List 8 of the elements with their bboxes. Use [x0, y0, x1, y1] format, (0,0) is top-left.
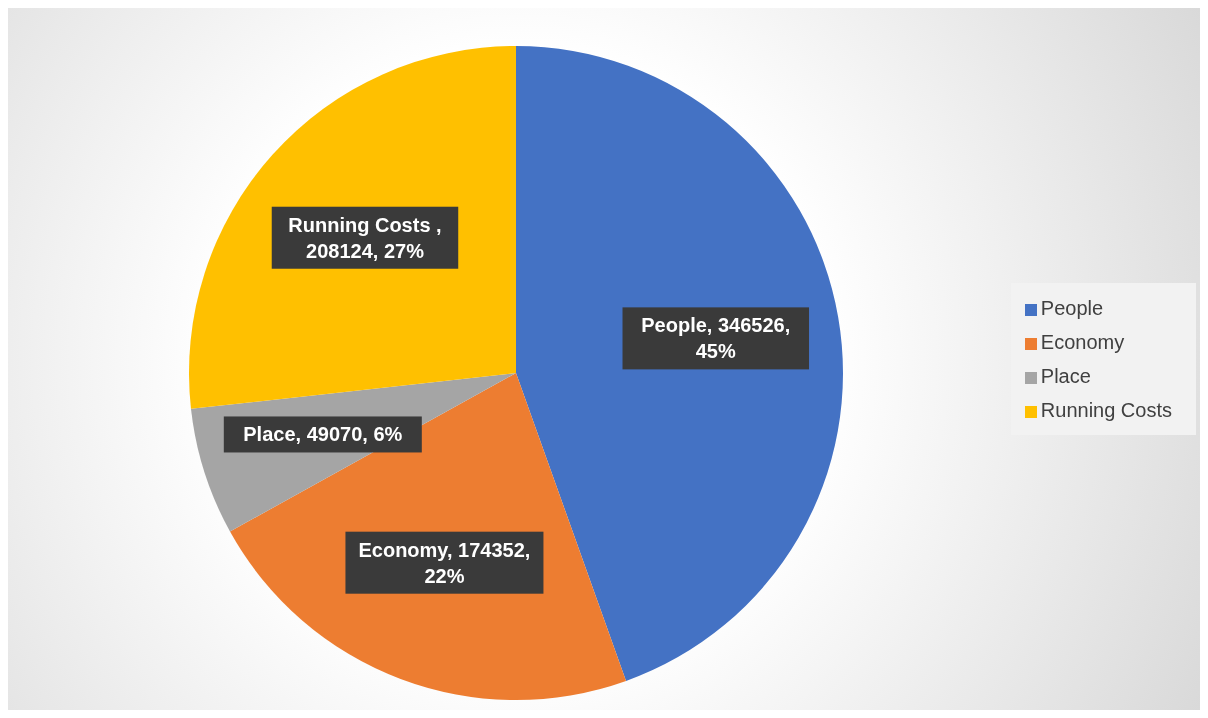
legend-label: People: [1040, 297, 1104, 319]
data-label: Place, 49070, 6%: [243, 423, 403, 446]
legend-label: Place: [1040, 365, 1091, 387]
data-label: People, 346526, 45%: [641, 314, 791, 363]
data-label: Running Costs , 208124, 27%: [288, 213, 442, 262]
legend-label: Running Costs: [1040, 399, 1172, 421]
legend-label: Economy: [1040, 331, 1125, 353]
data-label: Economy, 174352, 22%: [358, 538, 531, 587]
